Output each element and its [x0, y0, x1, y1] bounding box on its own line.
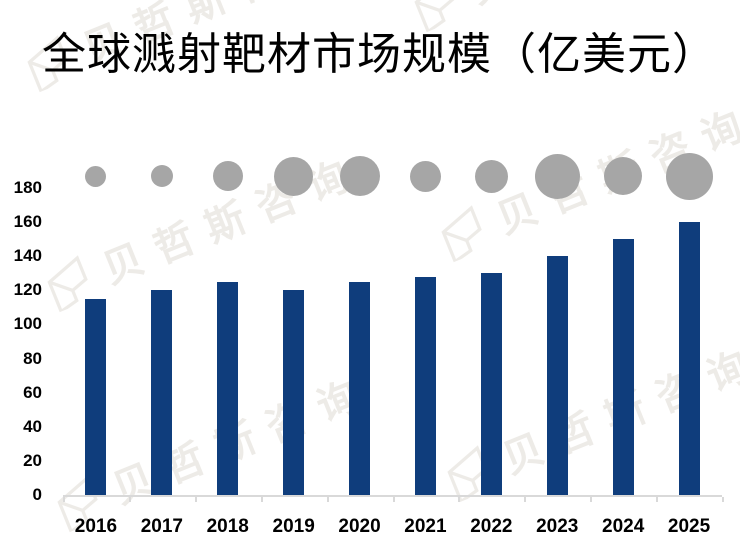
x-tick-label-2020: 2020 [338, 516, 381, 537]
y-tick-label: 20 [23, 450, 42, 470]
bar-2023 [546, 256, 568, 495]
x-tick-label-2019: 2019 [272, 516, 315, 537]
bar-2021 [414, 276, 436, 495]
bubble-2025 [665, 152, 713, 200]
y-tick-label: 60 [23, 382, 42, 402]
x-tick-label-2023: 2023 [536, 516, 579, 537]
y-tick-label: 160 [13, 212, 42, 232]
bar-2024 [612, 239, 634, 495]
y-tick-label: 100 [13, 314, 42, 334]
x-axis-tick [260, 497, 263, 502]
x-axis-tick [656, 497, 659, 502]
bubble-2017 [150, 165, 173, 187]
y-tick-label: 120 [13, 280, 42, 300]
bubble-2021 [409, 160, 441, 192]
bar-2022 [480, 273, 502, 495]
x-tick-label-2022: 2022 [470, 516, 513, 537]
x-axis-tick [590, 497, 593, 502]
x-axis-tick [392, 497, 395, 502]
y-tick-label: 80 [23, 348, 42, 368]
x-axis-tick [194, 497, 197, 502]
y-tick-label: 40 [23, 416, 42, 436]
bubble-2020 [339, 156, 380, 196]
x-tick-label-2025: 2025 [667, 516, 711, 537]
bubble-2016 [85, 165, 107, 187]
bar-2016 [85, 298, 107, 495]
x-axis-tick [63, 497, 65, 502]
y-tick-label: 140 [13, 246, 42, 266]
x-axis-tick [458, 497, 461, 502]
x-axis-line [63, 495, 722, 497]
bubble-2022 [474, 159, 508, 193]
bubble-2019 [274, 156, 314, 196]
x-tick-label-2021: 2021 [404, 516, 447, 537]
x-axis-tick [128, 497, 131, 502]
y-tick-label: 180 [13, 178, 42, 197]
x-axis-tick [524, 497, 527, 502]
x-tick-label-2016: 2016 [74, 516, 118, 537]
bar-2025 [678, 222, 700, 495]
bar-2018 [217, 281, 239, 495]
x-axis-tick [326, 497, 329, 502]
x-tick-label-2024: 2024 [602, 516, 645, 537]
x-axis-tick [722, 497, 724, 502]
x-tick-label-2017: 2017 [140, 516, 183, 537]
chart-title: 全球溅射靶材市场规模（亿美元） [42, 30, 717, 79]
bubble-2024 [604, 157, 643, 195]
bar-2017 [151, 290, 173, 495]
bar-2020 [349, 281, 371, 495]
y-tick-label: 0 [32, 485, 42, 504]
bubble-2023 [534, 153, 580, 199]
x-tick-label-2018: 2018 [206, 516, 249, 537]
bubble-2018 [212, 161, 243, 191]
bar-2019 [283, 290, 305, 495]
